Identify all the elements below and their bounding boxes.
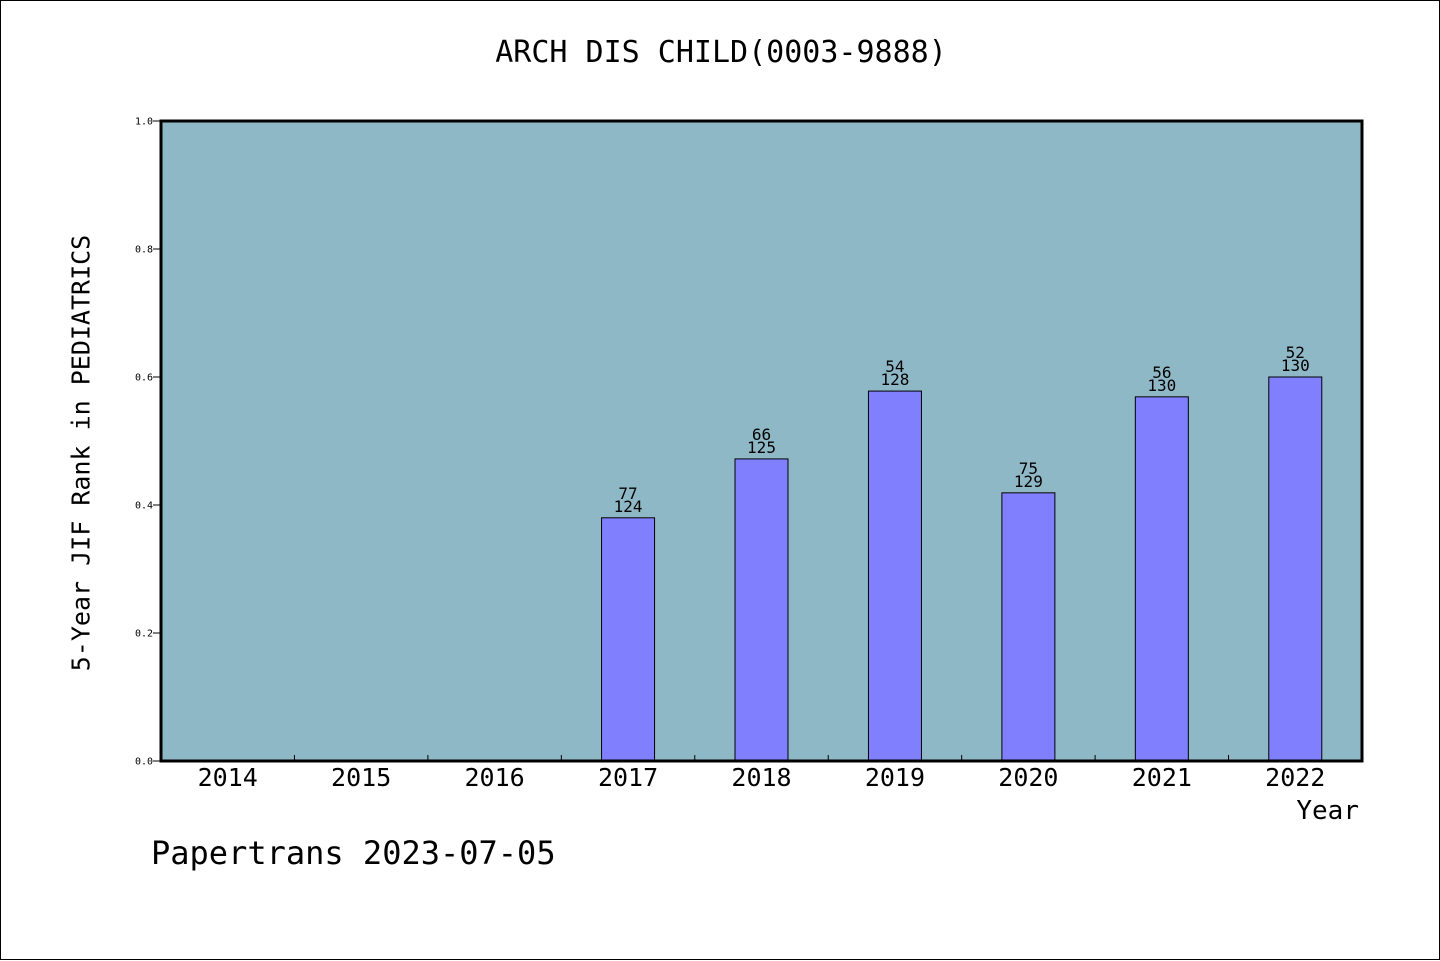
x-tick-label: 2014 — [198, 763, 258, 792]
bar — [601, 517, 656, 762]
y-tick-label: 0.6 — [135, 373, 153, 384]
bar-label-total: 130 — [1281, 356, 1310, 375]
plot-border — [159, 119, 1364, 763]
y-tick-label: 0.2 — [135, 629, 153, 640]
footer-credit: Papertrans 2023-07-05 — [151, 834, 556, 872]
x-tick-label: 2019 — [865, 763, 925, 792]
bar-label-total: 130 — [1147, 376, 1176, 395]
y-tick-label: 0.0 — [135, 757, 153, 768]
x-axis-label: Year — [1296, 796, 1359, 826]
bar — [867, 390, 922, 762]
y-tick-label: 1.0 — [135, 117, 153, 128]
x-tick-label: 2020 — [998, 763, 1058, 792]
y-tick-label: 0.8 — [135, 245, 153, 256]
x-tick-label: 2021 — [1132, 763, 1192, 792]
bar — [734, 458, 789, 762]
x-tick-label: 2015 — [331, 763, 391, 792]
bar — [1001, 492, 1056, 762]
bar-label-total: 129 — [1014, 472, 1043, 491]
bar-label-rank: 52 — [1286, 343, 1305, 362]
x-tick-label: 2016 — [465, 763, 525, 792]
x-tick-label: 2018 — [731, 763, 791, 792]
x-tick-label: 2017 — [598, 763, 658, 792]
y-tick-label: 0.4 — [135, 501, 153, 512]
bar-label-total: 128 — [880, 370, 909, 389]
bar — [1134, 396, 1189, 762]
bar-label-rank: 75 — [1019, 459, 1038, 478]
x-tick-label: 2022 — [1265, 763, 1325, 792]
bar-label-rank: 54 — [885, 357, 904, 376]
bar — [1268, 376, 1323, 762]
bar-label-rank: 56 — [1152, 363, 1171, 382]
bar-label-rank: 77 — [618, 484, 637, 503]
chart-title: ARCH DIS CHILD(0003-9888) — [495, 35, 947, 70]
bar-label-rank: 66 — [752, 425, 771, 444]
bar-label-total: 124 — [614, 497, 643, 516]
bar-label-total: 125 — [747, 438, 776, 457]
